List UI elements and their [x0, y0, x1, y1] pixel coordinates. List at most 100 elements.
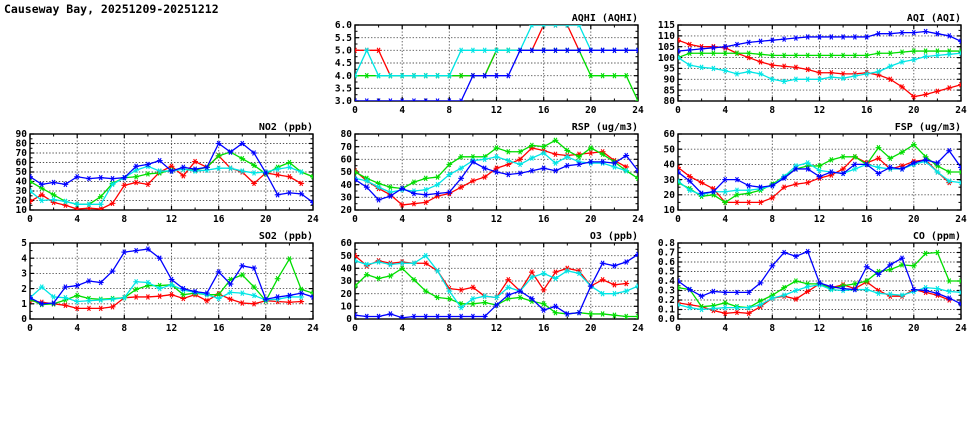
- y-tick-label: 115: [658, 20, 675, 31]
- y-tick-label: 85: [664, 85, 676, 96]
- y-tick-label: 0.1: [658, 305, 675, 316]
- x-tick-label: 0: [675, 214, 681, 225]
- y-tick-label: 95: [664, 64, 676, 75]
- x-tick-label: 24: [955, 214, 967, 225]
- x-tick-label: 16: [861, 323, 873, 334]
- x-tick-label: 16: [538, 323, 550, 334]
- y-tick-label: 90: [664, 75, 676, 86]
- panel-no2[interactable]: NO2 (ppb) 10 20 30 40 50 60 70 80 90 0 4 8 12 16 20 24: [0, 120, 327, 229]
- x-tick-label: 4: [722, 323, 728, 334]
- chart-title: NO2 (ppb): [259, 122, 313, 133]
- x-tick-label: 4: [74, 323, 80, 334]
- x-tick-label: 0: [352, 214, 358, 225]
- y-tick-label: 70: [341, 142, 353, 153]
- chart-title: AQI (AQI): [907, 13, 961, 24]
- x-tick-label: 12: [166, 323, 177, 334]
- chart-aqhi: AQHI (AQHI) 3.03.5 4.0 4.55.0 5.5 6.0 0 4 8 12 16 2…: [335, 13, 644, 116]
- y-tick-label: 60: [16, 158, 28, 169]
- y-tick-label: 0.3: [658, 286, 675, 297]
- y-tick-label: 3.0: [335, 96, 352, 107]
- y-tick-label: 80: [16, 139, 28, 150]
- x-tick-label: 24: [632, 214, 644, 225]
- y-tick-label: 80: [664, 96, 676, 107]
- y-tick-label: 5: [21, 238, 27, 249]
- x-tick-label: 0: [675, 105, 681, 116]
- y-tick-label: 100: [658, 53, 675, 64]
- y-tick-label: 20: [16, 196, 28, 207]
- x-tick-label: 20: [908, 105, 920, 116]
- x-tick-label: 20: [908, 323, 920, 334]
- x-tick-label: 4: [399, 105, 405, 116]
- panel-co[interactable]: CO (ppm) 0.0 0.1 0.2 0.3 0.4 0.5 0.6 0.7 0.8 0 4 8 12…: [648, 229, 975, 338]
- y-tick-label: 20: [341, 205, 353, 216]
- x-tick-label: 4: [722, 214, 728, 225]
- series-day4: [678, 147, 961, 197]
- x-tick-label: 0: [352, 323, 358, 334]
- y-tick-label: 30: [341, 193, 353, 204]
- x-tick-label: 0: [675, 323, 681, 334]
- panel-aqi[interactable]: AQI (AQI) 80 85 90 95 100 105 110 115 0 4 8 12 16 20 24: [648, 11, 975, 120]
- panel-o3[interactable]: O3 (ppb) 0 10 20 30 40 50 60 0 4 8 12 16 20 24: [325, 229, 652, 338]
- series-day3: [678, 50, 961, 85]
- y-tick-label: 6.0: [335, 20, 352, 31]
- x-tick-label: 16: [213, 214, 225, 225]
- y-tick-label: 1: [21, 299, 27, 310]
- series-day1: [355, 145, 630, 208]
- chart-co: CO (ppm) 0.00.10.20.30.40.50.60.70.8 0 4 8 12…: [658, 231, 967, 334]
- chart-title: FSP (ug/m3): [895, 122, 961, 133]
- y-tick-label: 50: [341, 167, 353, 178]
- y-tick-label: 50: [16, 167, 28, 178]
- x-tick-label: 16: [861, 214, 873, 225]
- y-tick-label: 10: [341, 302, 353, 313]
- y-tick-label: 0.0: [658, 314, 675, 325]
- chart-title: RSP (ug/m3): [572, 122, 638, 133]
- x-tick-label: 24: [632, 105, 644, 116]
- x-tick-label: 20: [585, 214, 597, 225]
- series-day1: [678, 279, 953, 317]
- x-tick-label: 4: [722, 105, 728, 116]
- x-tick-label: 24: [632, 323, 644, 334]
- chart-title: O3 (ppb): [590, 231, 638, 242]
- x-tick-label: 0: [352, 105, 358, 116]
- x-tick-label: 24: [955, 323, 967, 334]
- x-tick-label: 12: [491, 105, 502, 116]
- x-tick-label: 4: [74, 214, 80, 225]
- x-tick-label: 8: [121, 214, 127, 225]
- chart-fsp: FSP (ug/m3) 10 20 30 40 50 60 0 4 8 12 16 20 24: [664, 122, 967, 225]
- y-tick-label: 4: [21, 253, 27, 264]
- y-tick-label: 30: [16, 186, 28, 197]
- x-tick-label: 8: [769, 323, 775, 334]
- y-tick-label: 60: [664, 129, 676, 140]
- y-tick-label: 20: [664, 190, 676, 201]
- y-tick-label: 5.5: [335, 33, 352, 44]
- y-tick-label: 0: [346, 314, 352, 325]
- series-day1: [30, 291, 305, 312]
- y-tick-label: 40: [341, 264, 353, 275]
- series-day4: [30, 246, 313, 307]
- series-day4: [355, 251, 638, 319]
- panel-aqhi[interactable]: AQHI (AQHI) 3.0 3.5 4.0 4.5 5.0 5.5 6.0 0 4 8 12 16 2…: [325, 11, 652, 120]
- x-tick-label: 4: [399, 214, 405, 225]
- x-tick-label: 12: [814, 214, 825, 225]
- x-tick-label: 20: [260, 214, 272, 225]
- y-tick-label: 50: [664, 144, 676, 155]
- x-tick-label: 8: [121, 323, 127, 334]
- y-tick-label: 0.7: [658, 248, 675, 259]
- panel-so2[interactable]: SO2 (ppb) 0 1 2 3 4 5 0 4 8 12 16 20 24: [0, 229, 327, 338]
- panel-fsp[interactable]: FSP (ug/m3) 10 20 30 40 50 60 0 4 8 12 16 20 24: [648, 120, 975, 229]
- y-tick-label: 50: [341, 251, 353, 262]
- y-tick-label: 0.4: [658, 276, 675, 287]
- y-tick-label: 40: [16, 177, 28, 188]
- x-tick-label: 8: [446, 323, 452, 334]
- panel-rsp[interactable]: RSP (ug/m3) 20 30 40 50 60 70 80 0 4 8 12 16 20 24: [325, 120, 652, 229]
- y-tick-label: 20: [341, 289, 353, 300]
- y-tick-label: 0: [21, 314, 27, 325]
- x-tick-label: 8: [446, 105, 452, 116]
- series-day2: [678, 141, 961, 206]
- chart-title: SO2 (ppb): [259, 231, 313, 242]
